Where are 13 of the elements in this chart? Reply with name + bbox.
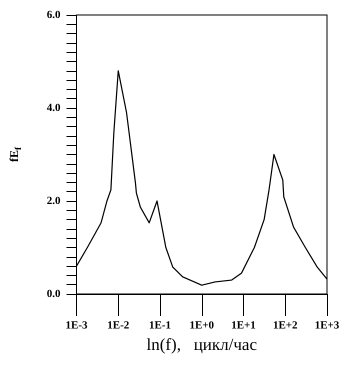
y-tick-label: 0.0: [46, 288, 61, 300]
x-tick-label: 1E+2: [272, 320, 298, 332]
y-tick-label: 4.0: [46, 102, 61, 114]
x-tick-label: 1E-2: [107, 320, 130, 332]
x-tick-label: 1E+3: [314, 320, 340, 332]
y-axis-title: fEf: [7, 146, 23, 162]
x-axis-title: ln(f), цикл/час: [146, 334, 258, 354]
x-tick-label: 1E-3: [66, 320, 88, 332]
y-tick-label: 2.0: [46, 195, 61, 207]
x-tick-label: 1E+1: [231, 320, 256, 332]
x-tick-label: 1E+0: [189, 320, 215, 332]
x-tick-label: 1E-1: [149, 320, 171, 332]
y-tick-label: 6.0: [46, 9, 61, 21]
